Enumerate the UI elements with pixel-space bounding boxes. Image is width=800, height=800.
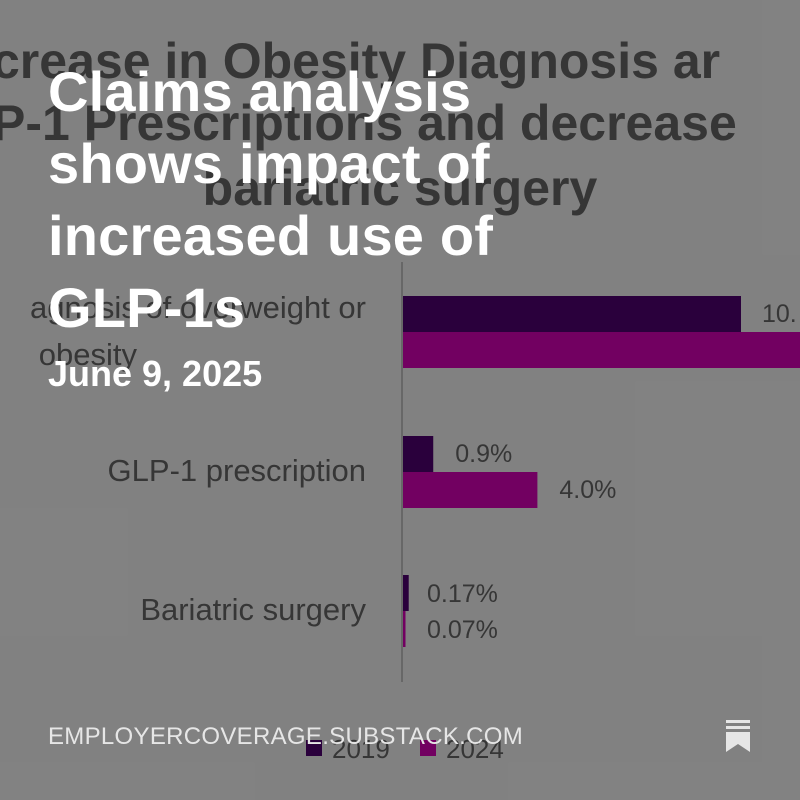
chart-bar-2019 [403,575,409,611]
chart-legend: 2019 2024 [306,734,504,764]
chart-category-label: agnosis of overweight or [30,290,366,325]
chart-data-label: 10. [762,300,797,328]
chart-data-label: 0.9% [455,440,512,468]
bookmark-icon[interactable] [722,718,754,754]
chart-bar-2019 [403,296,741,332]
chart-legend-swatch [306,740,322,756]
chart-category-label: GLP-1 prescription [108,453,366,488]
chart-category-label: Bariatric surgery [140,592,366,627]
chart-data-label: 4.0% [559,476,616,504]
chart-category-labels: agnosis of overweight or obesity GLP-1 pre… [30,290,367,627]
chart-title-line: bariatric surgery [203,160,598,216]
chart-legend-label: 2024 [446,734,504,764]
post-date: June 9, 2025 [48,353,263,394]
chart-bar-2024 [403,472,538,508]
chart-category-label: obesity [39,337,138,372]
site-domain[interactable]: EMPLOYERCOVERAGE.SUBSTACK.COM [48,723,524,750]
chart-data-label: 0.17% [427,580,498,608]
chart-bar-2024 [403,332,800,368]
chart-bars [403,296,800,647]
post-title[interactable]: Claims analysis shows impact of increase… [48,60,494,339]
chart-legend-label: 2019 [332,734,390,764]
chart-bar-2024 [403,611,406,647]
chart-bar-2019 [403,436,434,472]
chart-data-label: 0.07% [427,616,498,644]
chart-title-line: P-1 Prescriptions and decrease [0,95,737,151]
chart-legend-swatch [420,740,436,756]
chart-title: crease in Obesity Diagnosis ar P-1 Prescr… [0,33,737,216]
chart-data-labels: 10. 0.9% 0.17% 4.0% 0.07% [427,300,797,644]
chart-title-line: crease in Obesity Diagnosis ar [0,33,720,89]
